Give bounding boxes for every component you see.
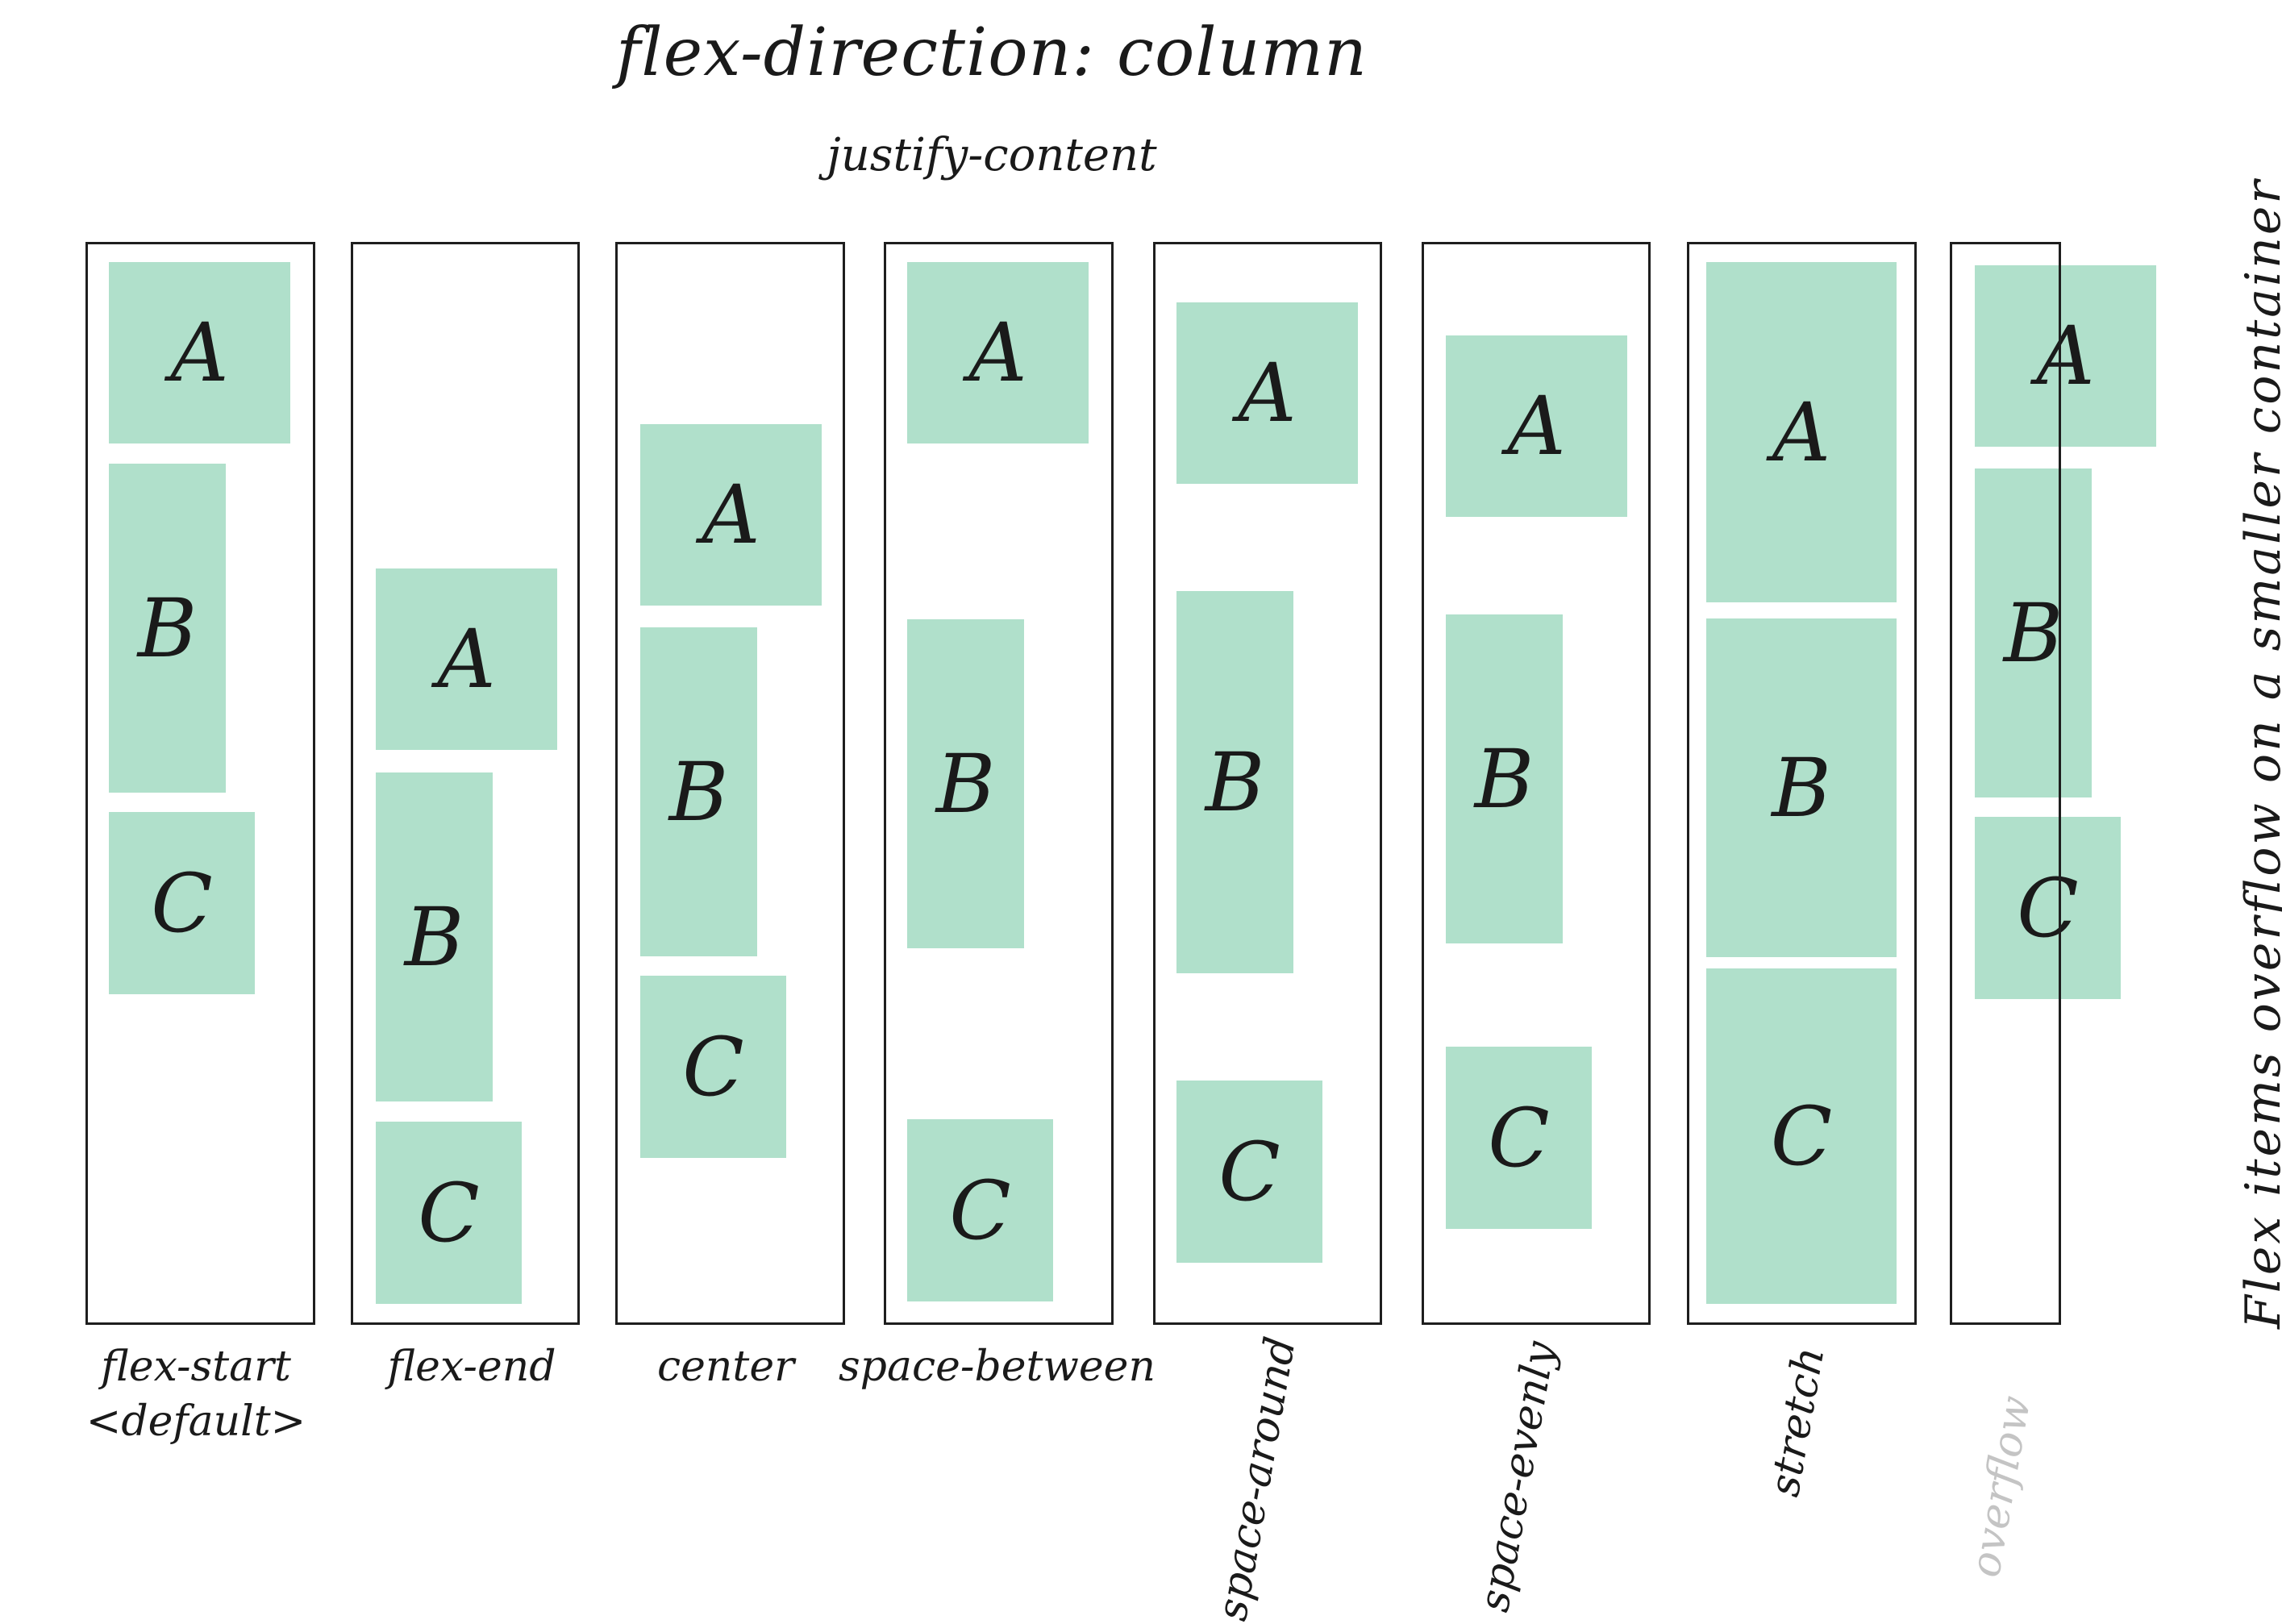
item-a: A [1176, 302, 1358, 484]
column-label-default: <default> [85, 1397, 306, 1446]
item-a: A [1446, 335, 1627, 517]
item-b: B [1706, 618, 1897, 957]
item-a: A [640, 424, 822, 606]
item-b: B [1975, 468, 2092, 797]
container-space-around [1153, 242, 1382, 1325]
item-a: A [1706, 262, 1897, 602]
item-b: B [376, 772, 493, 1101]
item-c: C [1176, 1081, 1322, 1263]
container-space-between [884, 242, 1114, 1325]
item-b: B [640, 627, 757, 956]
side-note: Flex items overflow on a smaller contain… [2235, 177, 2282, 1329]
item-b: B [907, 619, 1024, 948]
column-label-stretch: stretch [1760, 1343, 1834, 1501]
column-label-space-around: space-around [1208, 1333, 1305, 1624]
container-space-evenly [1422, 242, 1651, 1325]
item-b: B [1446, 614, 1563, 943]
item-b: B [1176, 591, 1293, 973]
column-label-space-evenly: space-evenly [1470, 1338, 1565, 1616]
item-a: A [907, 262, 1089, 443]
item-a: A [1975, 265, 2156, 447]
column-label-flex-start: flex-start [101, 1343, 291, 1391]
column-label-flex-end: flex-end [387, 1343, 556, 1391]
container-center [615, 242, 845, 1325]
diagram-title: flex-direction: column [616, 15, 1368, 91]
item-b: B [109, 464, 226, 793]
item-c: C [376, 1122, 522, 1304]
column-label-space-between: space-between [839, 1343, 1156, 1391]
item-c: C [1975, 817, 2121, 999]
container-flex-end [351, 242, 580, 1325]
item-a: A [376, 568, 557, 750]
column-label-overflow: overflow [1961, 1392, 2041, 1581]
container-flex-start [85, 242, 315, 1325]
container-stretch [1687, 242, 1917, 1325]
item-a: A [109, 262, 290, 443]
item-c: C [109, 812, 255, 994]
item-c: C [907, 1119, 1053, 1301]
item-c: C [1446, 1047, 1592, 1229]
column-label-center: center [657, 1343, 794, 1391]
item-c: C [640, 976, 786, 1158]
diagram-subtitle: justify-content [827, 129, 1157, 181]
item-c: C [1706, 968, 1897, 1304]
